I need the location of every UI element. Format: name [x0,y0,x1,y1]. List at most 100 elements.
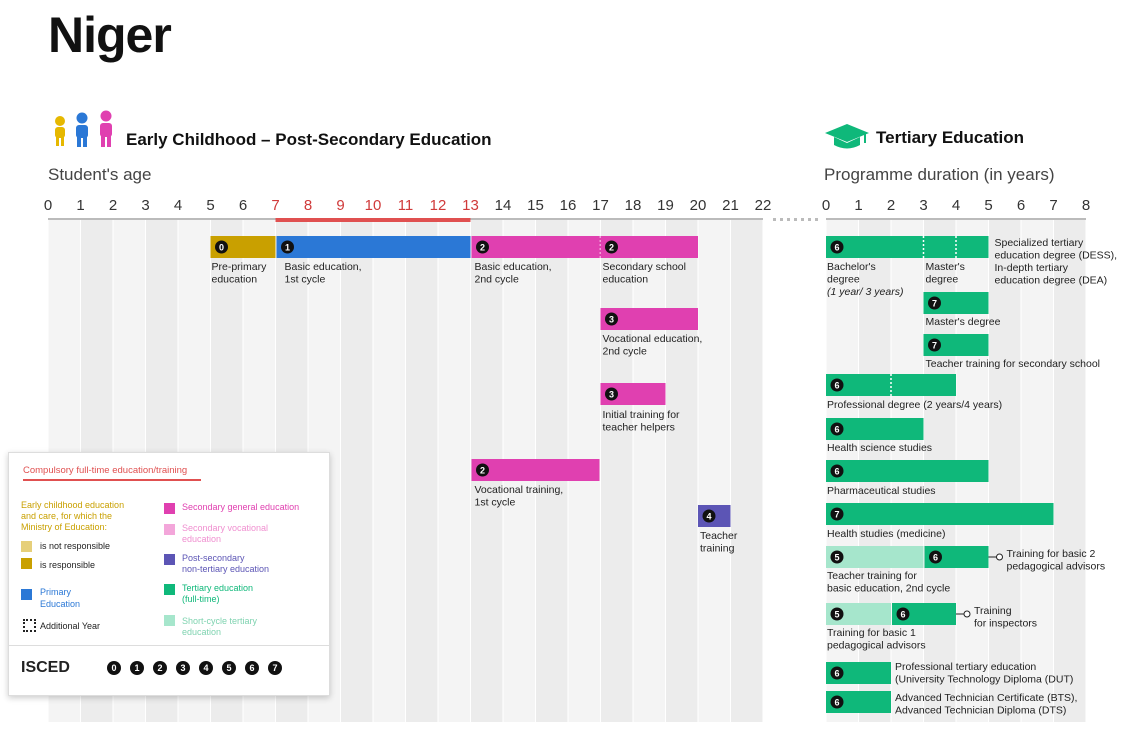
left-tick-label: 22 [755,197,772,214]
isced-badge [830,607,844,621]
isced-badge [605,312,618,326]
legend-responsible: is responsible [40,560,96,570]
right-tick-label: 7 [1049,197,1057,214]
bar-dut [826,662,891,684]
isced-badge [896,607,910,621]
label-teacher-secondary: Teacher training for secondary school [926,358,1101,370]
legend-additional-year: Additional Year [40,621,101,631]
isced-badge-label: 6 [900,610,905,620]
legend-swatch-primary [21,589,32,600]
bar-basic-2 [471,236,601,258]
label-medicine: Health studies (medicine) [827,528,945,540]
label-dess: education degree (DESS), [995,250,1118,262]
isced-level-3: 3 [176,661,190,675]
grid-column [438,219,471,722]
label-inspectors: Training [974,605,1012,617]
isced-level-2: 2 [153,661,167,675]
left-tick-label: 6 [239,197,247,214]
isced-level-4: 4 [199,661,213,675]
isced-badge-label: 7 [932,299,937,309]
bar-advisors-basic-2 [924,546,989,568]
label-teacher-training: training [700,543,735,555]
left-tick-label: 13 [462,197,479,214]
legend-secondary-general: Secondary general education [182,502,300,512]
legend-ecce-heading-1: Early childhood education [21,500,125,510]
left-tick-label: 19 [657,197,674,214]
bar-teacher-helpers [600,383,666,405]
left-section-title: Early Childhood – Post-Secondary Educati… [126,130,492,149]
isced-badge-label: 7 [834,510,839,520]
left-tick-label: 18 [625,197,642,214]
label-vocational-training: 1st cycle [475,497,516,509]
label-advisors-basic-1: Training for basic 1 [827,627,916,639]
bar-bachelor [826,236,989,258]
axis-connector-dot [773,218,776,221]
right-tick-label: 6 [1017,197,1025,214]
grid-column [1053,219,1086,722]
label-teacher-basic-2: Teacher training for [827,570,917,582]
isced-badge [830,240,844,254]
isced-badge [215,240,228,254]
isced-badge [830,422,844,436]
left-tick-label: 16 [560,197,577,214]
left-axis-title: Student's age [48,165,152,184]
bar-preprimary [210,236,276,258]
grid-column [698,219,731,722]
left-tick-label: 15 [527,197,544,214]
label-bachelor: degree [827,274,860,286]
legend-postsecondary-1: Post-secondary [182,553,245,563]
label-pharmaceutical: Pharmaceutical studies [827,485,936,497]
legend-ecce-heading-3: Ministry of Education: [21,522,108,532]
legend-swatch-postsecondary [164,554,175,565]
isced-badge-label: 1 [285,243,290,253]
axis-connector-dot [780,218,783,221]
bar-bts [826,691,891,713]
grid-column [988,219,1021,722]
legend-short-cycle-2: education [182,627,222,637]
isced-badge-label: 6 [834,698,839,708]
right-section-title: Tertiary Education [876,128,1024,147]
grid-column [340,219,373,722]
label-basic-2: 2nd cycle [475,274,520,286]
legend-ecce-heading-2: and care, for which the [21,511,113,521]
left-tick-label: 17 [592,197,609,214]
legend-primary-1: Primary [40,587,71,597]
label-masters-b: Master's degree [926,316,1001,328]
left-tick-label: 2 [109,197,117,214]
axis-connector-dot [794,218,797,221]
right-tick-label: 1 [854,197,862,214]
isced-badge [830,550,844,564]
label-health-science: Health science studies [827,442,932,454]
left-tick-label: 20 [690,197,707,214]
left-tick-label: 7 [271,197,279,214]
isced-badge [476,463,489,477]
label-vocational-education: 2nd cycle [603,346,648,358]
label-basic-1: Basic education, [285,261,362,273]
legend-swatch-not-responsible [21,541,32,552]
legend-swatch-tertiary [164,584,175,595]
isced-badge-label: 2 [609,243,614,253]
label-bts: Advanced Technician Certificate (BTS), [895,692,1077,704]
label-advisors-basic-1: pedagogical advisors [827,640,926,652]
isced-badge-label: 4 [706,512,711,522]
label-basic-2: Basic education, [475,261,552,273]
right-tick-label: 0 [822,197,830,214]
isced-badge-label: 7 [932,341,937,351]
label-dut: (University Technology Diploma (DUT) [895,674,1073,686]
legend-not-responsible: is not responsible [40,541,111,551]
left-tick-label: 21 [722,197,739,214]
isced-level-6: 6 [245,661,259,675]
grid-column [373,219,406,722]
page-title: Niger [48,7,172,63]
isced-badge-label: 3 [609,315,614,325]
connector-end [963,610,971,618]
additional-year-icon [23,619,36,632]
axis-connector-dot [808,218,811,221]
label-preprimary: Pre-primary [212,261,268,273]
legend-postsecondary-2: non-tertiary education [182,564,270,574]
graduation-cap-icon [824,122,870,150]
bar-professional-degree [826,374,956,396]
isced-badge [605,240,618,254]
label-bachelor: Bachelor's [827,261,876,273]
left-tick-label: 14 [495,197,512,214]
